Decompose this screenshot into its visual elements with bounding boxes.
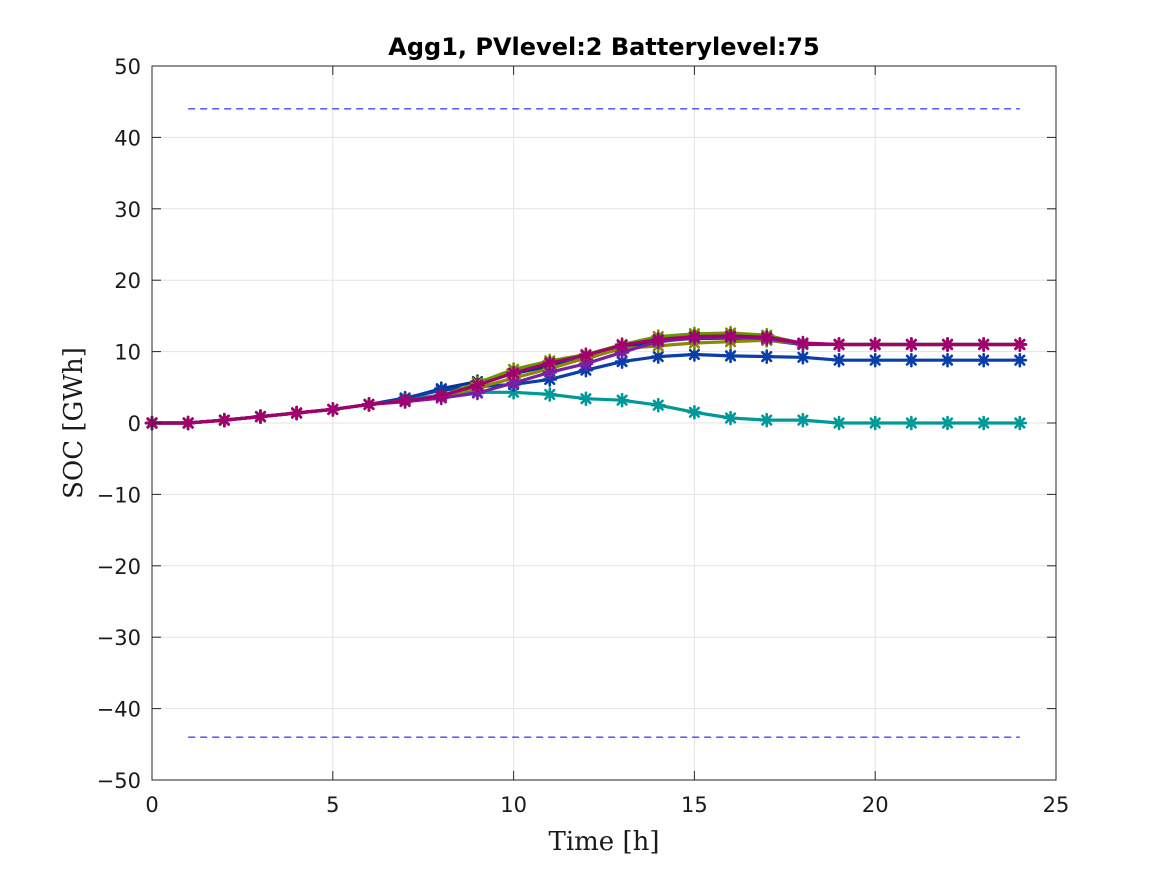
y-tick-label: 10 bbox=[114, 341, 141, 365]
series-group bbox=[144, 325, 1028, 431]
data-point-marker bbox=[904, 337, 919, 352]
data-point-marker bbox=[831, 337, 847, 352]
data-point-marker bbox=[940, 415, 955, 431]
data-point-marker bbox=[723, 410, 738, 426]
data-point-marker bbox=[217, 412, 232, 428]
data-point-marker bbox=[831, 352, 847, 368]
data-point-marker bbox=[470, 377, 485, 393]
ticks bbox=[151, 65, 1057, 781]
data-point-marker bbox=[795, 412, 811, 428]
data-point-marker bbox=[542, 387, 558, 402]
y-tick-label: 30 bbox=[114, 198, 141, 222]
data-point-marker bbox=[976, 337, 991, 352]
data-point-marker bbox=[723, 328, 738, 344]
y-tick-label: 50 bbox=[114, 55, 141, 79]
x-tick-label: 0 bbox=[145, 793, 158, 817]
data-point-marker bbox=[289, 405, 304, 421]
data-point-marker bbox=[687, 347, 702, 362]
series-line bbox=[144, 328, 1028, 431]
x-tick-labels: 0 5 10 15 20 25 bbox=[145, 793, 1069, 817]
data-point-marker bbox=[542, 355, 558, 371]
data-point-marker bbox=[1012, 415, 1028, 431]
data-point-marker bbox=[180, 415, 196, 431]
data-point-marker bbox=[867, 352, 883, 368]
data-point-marker bbox=[506, 365, 521, 381]
data-point-marker bbox=[867, 337, 883, 352]
bound-lines bbox=[188, 108, 1020, 738]
x-axis-label: Time [h] bbox=[549, 827, 660, 857]
data-point-marker bbox=[940, 337, 955, 352]
data-point-marker bbox=[976, 352, 991, 368]
data-point-marker bbox=[578, 391, 594, 407]
x-tick-label: 10 bbox=[500, 793, 527, 817]
data-point-marker bbox=[759, 349, 775, 364]
data-point-marker bbox=[1012, 352, 1028, 368]
data-point-marker bbox=[578, 347, 594, 363]
data-point-marker bbox=[650, 332, 666, 347]
y-tick-labels: 50 40 30 20 10 0 −10 −20 −30 −40 −50 bbox=[97, 55, 141, 793]
data-point-marker bbox=[976, 415, 991, 431]
y-tick-label: −30 bbox=[97, 626, 141, 650]
data-point-marker bbox=[614, 337, 630, 353]
data-point-marker bbox=[759, 330, 775, 345]
chart-title: Agg1, PVlevel:2 Batterylevel:75 bbox=[388, 33, 819, 61]
data-point-marker bbox=[831, 415, 847, 431]
data-point-marker bbox=[1012, 337, 1028, 352]
data-point-marker bbox=[904, 352, 919, 368]
y-tick-label: 20 bbox=[114, 269, 141, 293]
x-tick-label: 5 bbox=[326, 793, 339, 817]
data-point-marker bbox=[433, 388, 449, 404]
data-point-marker bbox=[506, 375, 521, 391]
data-point-marker bbox=[904, 415, 919, 431]
data-point-marker bbox=[795, 350, 811, 365]
data-point-marker bbox=[940, 352, 955, 368]
y-tick-label: 40 bbox=[114, 126, 141, 150]
data-point-marker bbox=[361, 397, 377, 412]
y-tick-label: −50 bbox=[97, 769, 141, 793]
data-point-marker bbox=[397, 393, 413, 409]
x-tick-label: 20 bbox=[862, 793, 889, 817]
x-tick-label: 25 bbox=[1043, 793, 1070, 817]
data-point-marker bbox=[650, 397, 666, 413]
y-tick-label: −40 bbox=[97, 698, 141, 722]
y-tick-label: 0 bbox=[128, 412, 141, 436]
data-point-marker bbox=[325, 402, 341, 417]
y-axis-label: SOC [GWh] bbox=[59, 347, 89, 499]
x-tick-label: 15 bbox=[681, 793, 708, 817]
data-point-marker bbox=[723, 348, 738, 364]
data-point-marker bbox=[253, 409, 268, 424]
data-point-marker bbox=[867, 415, 883, 431]
y-tick-label: −20 bbox=[97, 555, 141, 579]
data-point-marker bbox=[614, 392, 630, 408]
data-point-marker bbox=[687, 404, 702, 420]
data-point-marker bbox=[687, 329, 702, 344]
data-point-marker bbox=[759, 412, 775, 428]
data-point-marker bbox=[795, 335, 811, 351]
data-point-marker bbox=[542, 365, 558, 380]
y-tick-label: −10 bbox=[97, 483, 141, 507]
